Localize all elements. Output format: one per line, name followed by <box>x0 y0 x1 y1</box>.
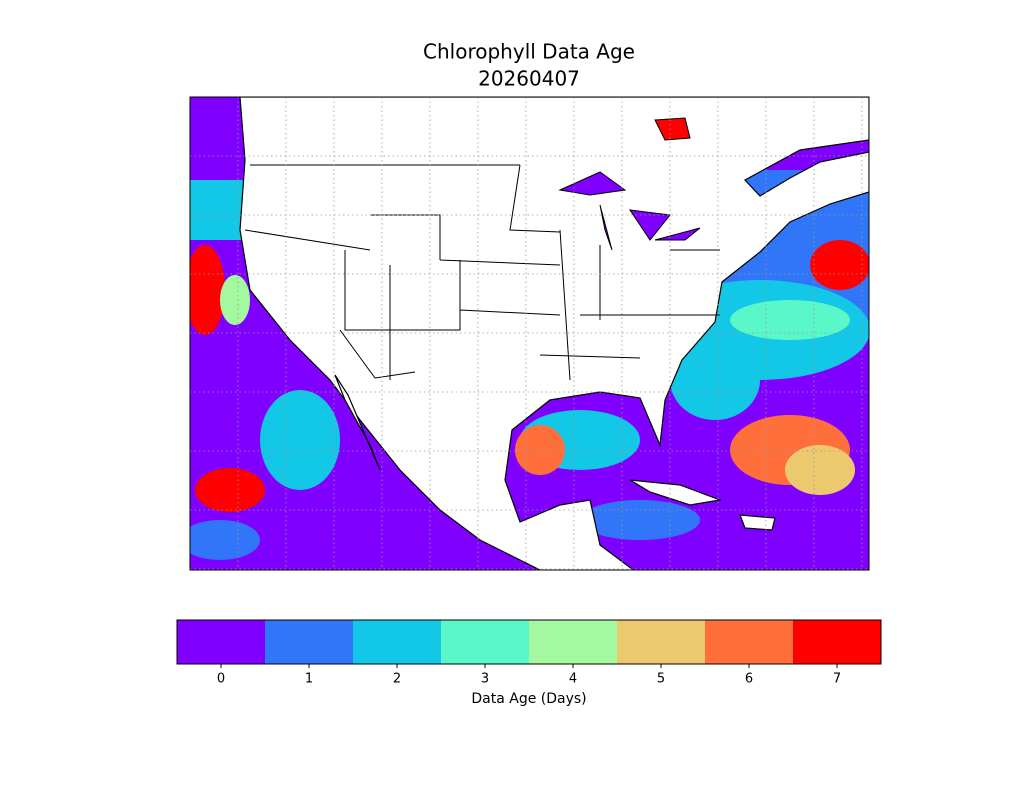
colorbar-tick-label: 7 <box>833 672 841 687</box>
map <box>190 97 869 570</box>
subtitle: 20260407 <box>478 67 580 91</box>
cuba <box>629 479 723 506</box>
colorbar-segment <box>265 620 353 664</box>
state-borders <box>244 164 720 381</box>
ocean-patch <box>670 340 760 420</box>
colorbar-segment <box>705 620 793 664</box>
colorbar-tick-label: 4 <box>569 672 577 687</box>
colorbar-segment <box>793 620 881 664</box>
colorbar-segment <box>617 620 705 664</box>
colorbar-frame <box>176 619 882 665</box>
ocean-patch <box>785 445 855 495</box>
ocean-patch <box>515 425 565 475</box>
colorbar-tick-label: 5 <box>657 672 665 687</box>
colorbar: 0 1 2 3 4 5 6 7 <box>177 620 881 687</box>
colorbar-segment <box>441 620 529 664</box>
colorbar-tick-label: 1 <box>305 672 313 687</box>
colorbar-segment <box>353 620 441 664</box>
map-frame <box>189 96 870 571</box>
colorbar-tick-label: 2 <box>393 672 401 687</box>
ocean-patch <box>220 275 250 325</box>
ocean-patch <box>190 245 225 335</box>
ocean-patch <box>810 240 869 290</box>
ocean-patch <box>190 520 260 560</box>
ocean-patch <box>195 468 265 512</box>
ocean-patch <box>260 390 340 490</box>
graticule <box>190 97 869 570</box>
colorbar-tick-label: 3 <box>481 672 489 687</box>
title: Chlorophyll Data Age <box>423 40 635 64</box>
hispaniola <box>739 514 776 531</box>
great-lakes <box>558 171 701 251</box>
ocean-patch <box>730 300 850 340</box>
colorbar-tick-label: 6 <box>745 672 753 687</box>
colorbar-segment <box>177 620 265 664</box>
colorbar-tick-label: 0 <box>217 672 225 687</box>
colorbar-label: Data Age (Days) <box>471 691 586 707</box>
baja <box>334 374 381 471</box>
lake-patch <box>654 117 691 141</box>
colorbar-segment <box>529 620 617 664</box>
